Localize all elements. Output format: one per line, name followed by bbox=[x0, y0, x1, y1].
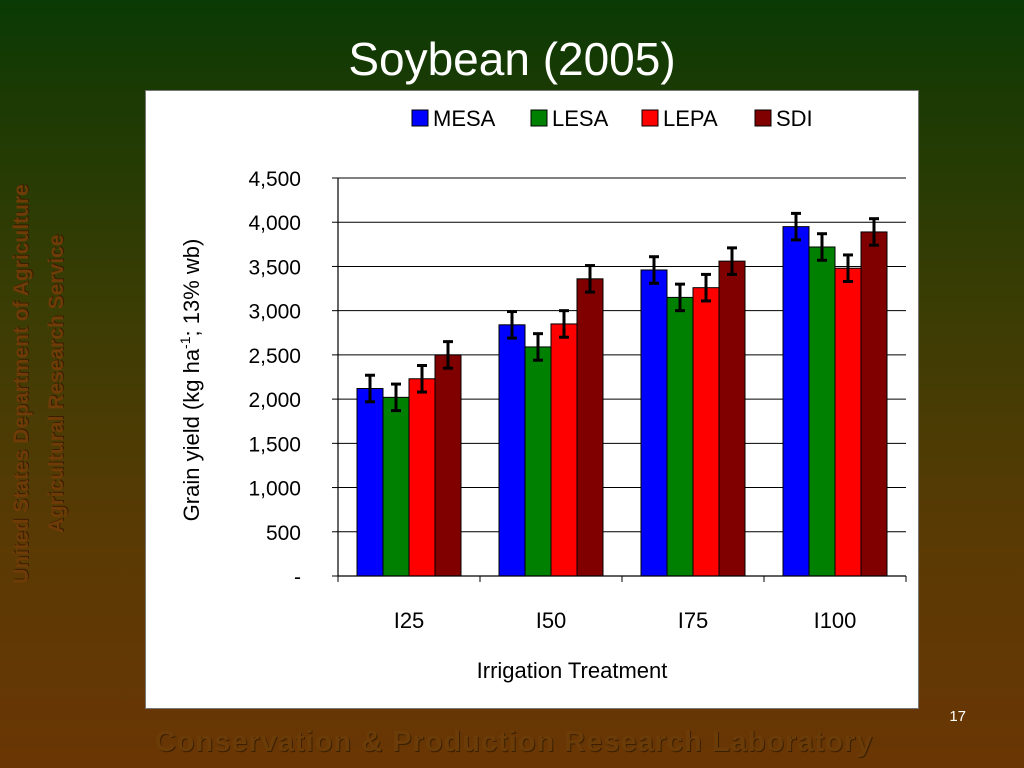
legend-swatch bbox=[641, 109, 659, 127]
y-axis-label-main: Grain yield (kg ha bbox=[179, 348, 204, 521]
legend-swatch bbox=[530, 109, 548, 127]
chart-legend: MESA LESA LEPA SDI bbox=[411, 106, 813, 131]
error-bar bbox=[675, 282, 685, 313]
error-bar bbox=[585, 264, 595, 294]
bars-group bbox=[356, 226, 888, 577]
bar-lesa-i75 bbox=[666, 296, 694, 577]
error-bar bbox=[365, 373, 375, 404]
legend-label: LEPA bbox=[663, 106, 718, 131]
error-bar bbox=[701, 272, 711, 303]
org-vertical-text: United States Department of Agriculture … bbox=[0, 0, 90, 768]
y-tick-label: 2,000 bbox=[248, 389, 301, 412]
error-bar bbox=[559, 309, 569, 339]
bar-lepa-i100 bbox=[834, 267, 862, 577]
y-axis-label-tail: ; 13% wb) bbox=[179, 239, 204, 337]
x-tick-label: I25 bbox=[394, 608, 425, 633]
chart-panel: MESA LESA LEPA SDI - 500 1,000 1,500 2,000 2,500… bbox=[145, 90, 919, 709]
legend-item-lesa: LESA bbox=[530, 106, 609, 131]
bar-sdi-i75 bbox=[718, 260, 746, 577]
y-tick-label: 2,500 bbox=[248, 345, 301, 368]
error-bar bbox=[791, 211, 801, 242]
bar-sdi-i100 bbox=[860, 231, 888, 577]
y-tick-label: 1,000 bbox=[248, 478, 301, 501]
legend-swatch bbox=[411, 109, 429, 127]
footer-lab-name: Conservation & Production Research Labor… bbox=[154, 726, 874, 758]
bar-lepa-i75 bbox=[692, 287, 720, 577]
axes bbox=[337, 178, 907, 582]
x-tick-label: I100 bbox=[814, 608, 857, 633]
bar-lepa-i50 bbox=[550, 323, 578, 577]
legend-label: SDI bbox=[776, 106, 813, 131]
slide-title: Soybean (2005) bbox=[348, 33, 676, 85]
error-bars-group bbox=[365, 211, 879, 413]
error-bar bbox=[727, 246, 737, 276]
error-bar bbox=[507, 310, 517, 340]
legend-label: MESA bbox=[433, 106, 496, 131]
legend-label: LESA bbox=[552, 106, 609, 131]
y-axis-label-superscript: -1 bbox=[177, 336, 193, 349]
error-bar bbox=[417, 364, 427, 394]
error-bar bbox=[817, 232, 827, 262]
legend-item-mesa: MESA bbox=[411, 106, 496, 131]
bar-mesa-i25 bbox=[356, 387, 384, 577]
bar-mesa-i75 bbox=[640, 269, 668, 577]
y-tick-label: 1,500 bbox=[248, 433, 301, 456]
error-bar bbox=[843, 253, 853, 283]
legend-item-lepa: LEPA bbox=[641, 106, 718, 131]
bar-chart: MESA LESA LEPA SDI - 500 1,000 1,500 2,000 2,500… bbox=[177, 106, 907, 683]
error-bar bbox=[533, 332, 543, 362]
bar-mesa-i50 bbox=[498, 324, 526, 577]
y-tick-labels: - 500 1,000 1,500 2,000 2,500 3,000 3,500 4,000 4… bbox=[248, 168, 301, 589]
y-tick-label: - bbox=[294, 566, 301, 589]
x-tick-labels: I25 I50 I75 I100 bbox=[394, 608, 857, 633]
bar-mesa-i100 bbox=[782, 226, 810, 577]
error-bar bbox=[869, 217, 879, 247]
bar-sdi-i50 bbox=[576, 278, 604, 577]
error-bar bbox=[443, 340, 453, 370]
y-tick-label: 4,500 bbox=[248, 168, 301, 191]
x-axis-label: Irrigation Treatment bbox=[477, 658, 668, 683]
bar-lesa-i25 bbox=[382, 396, 410, 577]
bar-sdi-i25 bbox=[434, 354, 462, 577]
bar-lesa-i100 bbox=[808, 246, 836, 577]
bar-lesa-i50 bbox=[524, 346, 552, 577]
y-tick-label: 500 bbox=[266, 522, 301, 545]
y-axis-label: Grain yield (kg ha-1; 13% wb) bbox=[177, 239, 204, 522]
bar-lepa-i25 bbox=[408, 378, 436, 577]
x-tick-label: I50 bbox=[536, 608, 567, 633]
y-tick-label: 3,000 bbox=[248, 301, 301, 324]
slide-number: 17 bbox=[949, 708, 966, 725]
y-tick-label: 4,000 bbox=[248, 212, 301, 235]
y-tick-label: 3,500 bbox=[248, 256, 301, 279]
legend-swatch bbox=[754, 109, 772, 127]
org-name-line: United States Department of Agriculture bbox=[10, 184, 33, 584]
error-bar bbox=[391, 382, 401, 413]
legend-item-sdi: SDI bbox=[754, 106, 813, 131]
error-bar bbox=[649, 255, 659, 285]
org-service-line: Agricultural Research Service bbox=[45, 234, 68, 534]
x-tick-label: I75 bbox=[678, 608, 709, 633]
